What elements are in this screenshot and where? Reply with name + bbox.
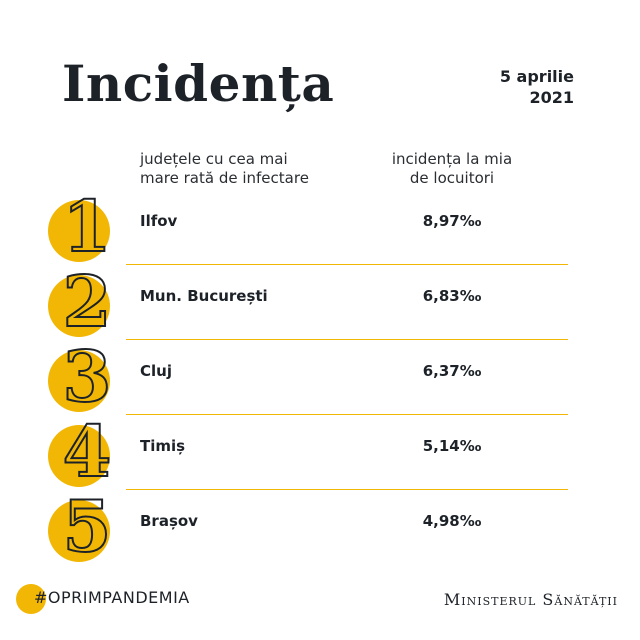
rank-badge: 5 [42, 487, 132, 565]
rank-badge-graphic: 3 [48, 337, 112, 415]
county-name: Cluj [140, 362, 172, 380]
row-divider [126, 488, 568, 490]
rank-number: 4 [63, 412, 112, 490]
rank-badge-graphic: 2 [48, 262, 112, 340]
page-title: Incidența [62, 54, 335, 113]
county-name: Timiș [140, 437, 186, 455]
hashtag: #OPRIMPANDEMIA [16, 584, 190, 614]
rank-circle [48, 500, 110, 562]
table-row: 2 Mun. București 6,83‰ [0, 262, 640, 340]
rank-badge-graphic: 5 [48, 487, 112, 565]
rank-badge: 4 [42, 412, 132, 490]
incidence-value: 8,97‰ [422, 212, 482, 230]
ministry-logo-text: Ministerul Sănătății [443, 590, 618, 609]
table-row: 5 Brașov 4,98‰ [0, 487, 640, 565]
column-header-county-line1: județele cu cea mai [140, 150, 288, 168]
date-label: 5 aprilie 2021 [500, 66, 574, 108]
table-row: 4 Timiș 5,14‰ [0, 412, 640, 490]
incidence-value: 4,98‰ [422, 512, 482, 530]
rank-badge-graphic: 1 [48, 187, 112, 265]
rank-badge: 1 [42, 187, 132, 265]
rank-circle [48, 200, 110, 262]
row-divider [126, 338, 568, 340]
table-row: 3 Cluj 6,37‰ [0, 337, 640, 415]
table-row: 1 Ilfov 8,97‰ [0, 187, 640, 265]
rank-circle [48, 425, 110, 487]
rank-badge: 2 [42, 262, 132, 340]
county-name: Ilfov [140, 212, 178, 230]
column-header-county: județele cu cea mai mare rată de infecta… [140, 150, 360, 188]
row-divider [126, 263, 568, 265]
date-day: 5 aprilie [499, 67, 574, 86]
incidence-value: 6,83‰ [422, 287, 482, 305]
county-name: Brașov [140, 512, 198, 530]
column-header-county-line2: mare rată de infectare [140, 169, 309, 187]
column-header-incidence-line2: de locuitori [409, 169, 495, 187]
rank-badge-graphic: 4 [48, 412, 112, 490]
column-header-incidence: incidența la mia de locuitori [372, 150, 532, 188]
date-year: 2021 [529, 88, 574, 107]
incidence-value: 6,37‰ [422, 362, 482, 380]
rank-number: 1 [63, 187, 112, 265]
rank-circle [48, 275, 110, 337]
county-name: Mun. București [140, 287, 268, 305]
incidence-value: 5,14‰ [422, 437, 482, 455]
rank-circle [48, 350, 110, 412]
rank-number: 3 [63, 337, 112, 415]
rank-number: 2 [63, 262, 112, 340]
row-divider [126, 413, 568, 415]
hashtag-text: #OPRIMPANDEMIA [34, 588, 190, 607]
rank-number: 5 [63, 487, 112, 565]
column-header-incidence-line1: incidența la mia [391, 150, 513, 168]
rank-badge: 3 [42, 337, 132, 415]
